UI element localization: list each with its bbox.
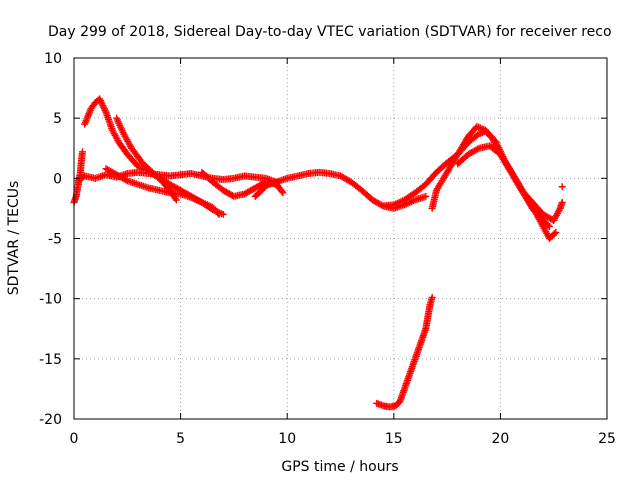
data-point	[215, 210, 223, 218]
x-tick-label: 15	[385, 431, 403, 447]
series-sat-d	[70, 148, 87, 206]
data-point	[551, 230, 559, 238]
data-point	[214, 209, 222, 217]
x-axis-label: GPS time / hours	[281, 459, 398, 475]
y-tick-label: -15	[39, 352, 62, 368]
data-point	[422, 192, 430, 200]
x-tick-label: 10	[278, 431, 296, 447]
data-point	[79, 148, 87, 156]
series-sat-k	[373, 293, 436, 411]
series-sat-h	[454, 142, 566, 224]
y-tick-label: -10	[39, 292, 62, 308]
y-axis-label: SDTVAR / TECUs	[6, 181, 22, 296]
series-sat-g	[251, 178, 283, 200]
chart-title: Day 299 of 2018, Sidereal Day-to-day VTE…	[48, 24, 612, 40]
grid-layer	[74, 58, 607, 419]
y-tick-label: 10	[44, 51, 62, 67]
x-tick-label: 25	[598, 431, 616, 447]
series-sat-i	[428, 123, 560, 242]
y-tick-label: 5	[53, 111, 62, 127]
series-sat-e	[102, 165, 223, 218]
series-sat-j	[558, 183, 566, 191]
data-point	[275, 178, 283, 186]
series-sat-l	[379, 192, 430, 212]
data-point	[172, 196, 180, 204]
data-point	[544, 221, 552, 229]
data-point	[474, 145, 482, 153]
data-point	[545, 222, 553, 230]
plot-frame	[73, 57, 608, 420]
y-tick-label: 0	[53, 171, 62, 187]
series-sat-f	[198, 168, 287, 200]
y-tick-label: -20	[39, 412, 62, 428]
x-tick-label: 20	[491, 431, 509, 447]
data-point	[558, 183, 566, 191]
series-sat-b	[81, 95, 180, 204]
x-tick-label: 0	[70, 431, 79, 447]
series-sat-a	[74, 127, 553, 230]
data-point	[558, 198, 566, 206]
markers-layer	[70, 95, 566, 411]
x-tick-label: 5	[176, 431, 185, 447]
data-point	[122, 176, 130, 184]
data-point	[278, 187, 286, 195]
ticks-layer: 0 5 10 15 20 25 -20 -15 -10 -5 0 5 10	[39, 51, 616, 447]
data-point	[552, 228, 560, 236]
y-tick-label: -5	[48, 232, 62, 248]
data-point	[428, 293, 436, 301]
data-point	[279, 189, 287, 197]
